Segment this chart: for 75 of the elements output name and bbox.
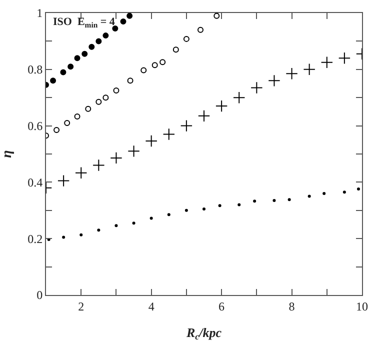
y-tick-label: 0.8 [28,62,43,77]
point [150,216,153,220]
point [96,98,102,105]
x-tick-label: 8 [288,299,295,314]
point [214,13,220,19]
point [272,199,276,202]
point [128,145,140,158]
point [62,236,66,239]
point [308,194,311,198]
y-tick-label: 0 [36,288,43,302]
point [110,152,122,164]
point [132,222,136,225]
point [197,26,204,33]
point [320,56,333,68]
point [97,228,100,232]
point [250,82,263,94]
point [288,198,291,202]
point [113,88,120,94]
y-tick-label: 1 [36,6,43,20]
point [215,100,228,112]
point [238,203,241,206]
annotation: ISO E$_{min}$ = 4 [53,16,116,30]
point [114,224,118,228]
point [268,74,280,87]
point [286,68,298,80]
point [92,159,105,172]
point [96,38,102,44]
point [180,120,193,132]
point [342,190,346,194]
point [112,26,118,32]
point [167,213,170,216]
point [102,32,109,39]
point [74,113,80,120]
point [60,69,66,76]
point [233,92,246,104]
point [54,127,60,134]
point [202,207,206,210]
point [80,233,83,236]
point [322,192,326,195]
x-tick-label: 10 [356,299,368,314]
point [74,55,80,62]
point [152,62,158,68]
x-axis-title: R$_{c}$/kpc [185,325,222,342]
point [253,200,256,203]
point [120,18,126,24]
point [183,36,190,42]
point [57,174,70,187]
point [85,106,92,112]
point [198,110,210,122]
y-axis-title: η [0,150,16,158]
point [75,166,88,179]
point [145,134,158,148]
point [88,44,95,50]
x-tick-label: 6 [218,299,225,314]
y-tick-label: 0.2 [28,232,43,246]
point [184,208,188,212]
point [303,63,316,76]
point [127,78,134,84]
point [160,59,166,66]
point [140,67,147,74]
point [50,78,56,84]
point [126,13,133,19]
point [82,50,88,57]
point [218,204,222,208]
point [162,128,175,140]
point [102,94,109,101]
point [172,46,179,53]
x-tick-label: 2 [78,299,84,314]
point [338,52,351,64]
x-tick-label: 4 [148,299,154,314]
y-tick-label: 0.6 [28,119,43,133]
point [68,64,74,70]
y-tick-label: 0.4 [28,175,43,190]
point [64,120,70,126]
point [356,187,360,190]
